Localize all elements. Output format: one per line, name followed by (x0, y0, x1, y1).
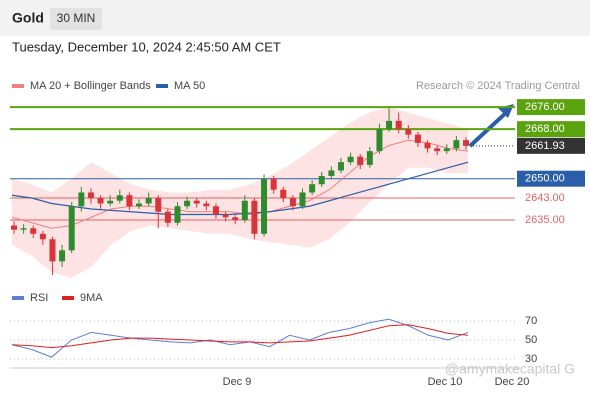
candle-body (68, 206, 75, 251)
level-label-box (517, 99, 585, 116)
candle-body (174, 206, 181, 223)
candle-body (136, 203, 143, 207)
last-price-label: 2661.93 (525, 140, 565, 152)
legend-label: 9MA (80, 292, 103, 304)
candle-body (386, 120, 393, 130)
x-tick-label: Dec 10 (428, 376, 463, 388)
candle-body (328, 170, 335, 176)
candle-body (30, 228, 37, 234)
candle-body (251, 200, 258, 234)
candle-body (270, 178, 277, 190)
candle-body (261, 178, 268, 234)
candle-body (443, 148, 450, 152)
candle-body (116, 195, 123, 201)
candle-body (424, 142, 431, 149)
last-price-box (517, 137, 585, 154)
legend-swatch (156, 84, 168, 88)
level-label: 2635.00 (525, 214, 565, 226)
candle-body (212, 206, 219, 215)
candle-body (164, 211, 171, 223)
candle-body (395, 120, 402, 130)
candle-body (203, 203, 210, 207)
level-label-box (517, 121, 585, 138)
y-tick-label: 50 (525, 334, 537, 346)
candle-body (309, 184, 316, 193)
x-tick-label: Dec 20 (495, 376, 530, 388)
candle-body (49, 239, 56, 262)
moving-average (11, 161, 469, 216)
bollinger-band (12, 107, 468, 278)
level-label: 2643.00 (525, 192, 565, 204)
chart-title: Gold (12, 10, 44, 26)
y-tick-label: 30 (525, 353, 537, 365)
candle-body (280, 189, 287, 198)
legend-swatch (62, 296, 74, 300)
candle-body (232, 217, 239, 221)
candle-body (97, 197, 104, 204)
candle-body (299, 192, 306, 207)
level-label: 2676.00 (525, 101, 565, 113)
candle-body (11, 225, 17, 230)
candle-body (318, 175, 325, 185)
candle-body (289, 197, 296, 207)
candle-body (241, 200, 248, 221)
candle-body (107, 200, 114, 204)
candle-body (184, 200, 191, 207)
candle-body (434, 148, 441, 152)
level-label-box (517, 170, 585, 187)
candle-body (414, 134, 421, 143)
x-tick-label: Dec 9 (223, 376, 252, 388)
legend-swatch (12, 84, 24, 88)
subtitle: Tuesday, December 10, 2024 2:45:50 AM CE… (12, 39, 281, 54)
candle-body (222, 214, 229, 218)
candle-body (453, 140, 460, 149)
candle-body (145, 197, 152, 204)
candle-body (366, 151, 373, 165)
y-tick-label: 70 (525, 315, 537, 327)
legend-label: RSI (30, 292, 48, 304)
timeframe-button[interactable] (50, 8, 102, 30)
candle-body (405, 129, 412, 135)
candle-body (347, 156, 354, 163)
timeframe[interactable]: 30 MIN (57, 11, 96, 25)
watermark: @amymakecapital G (445, 361, 575, 377)
legend-swatch (12, 296, 24, 300)
credit: Research © 2024 Trading Central (416, 80, 580, 92)
candle-body (87, 192, 94, 198)
candle-body (20, 228, 27, 230)
candle-body (463, 140, 469, 146)
candle-body (376, 129, 383, 152)
candle-body (357, 156, 364, 165)
rsi-line (11, 318, 469, 358)
level-label: 2650.00 (525, 173, 565, 185)
candle-body (59, 250, 66, 262)
candle-body (126, 195, 133, 207)
candle-body (337, 162, 344, 171)
legend-label: MA 20 + Bollinger Bands (30, 80, 151, 92)
candle-body (78, 192, 85, 207)
candle-body (155, 197, 162, 212)
candle-body (193, 200, 200, 204)
legend-label: MA 50 (174, 80, 205, 92)
rsi-line (11, 324, 469, 349)
level-label: 2668.00 (525, 123, 565, 135)
candle-body (39, 233, 46, 240)
moving-average (11, 139, 469, 229)
